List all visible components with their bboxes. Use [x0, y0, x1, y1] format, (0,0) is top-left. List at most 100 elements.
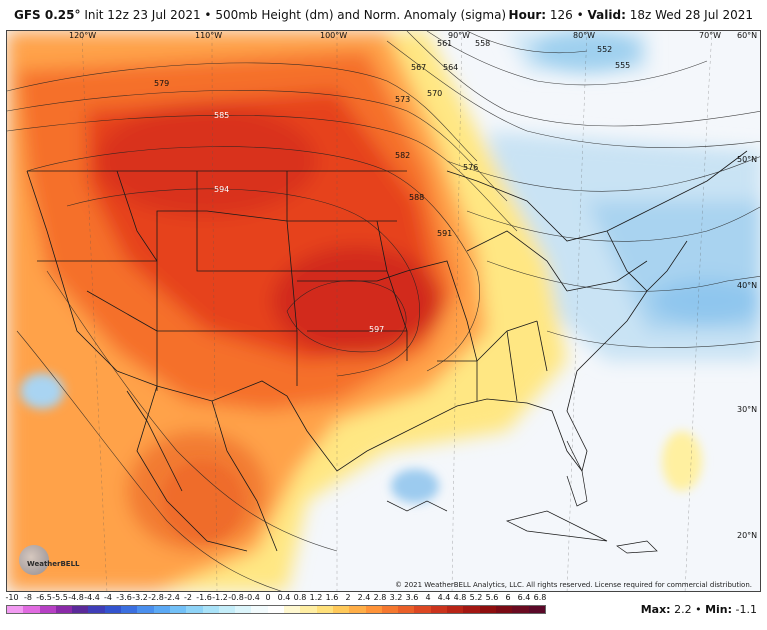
colorbar-tick-labels: -10 -8 -6.5 -5.5 -4.8 -4.4 -4 -3.6 -3.2 -2.8 -2.4-…	[5, 593, 547, 605]
colorbar-cell	[39, 606, 56, 613]
lat-label-60n: 60°N	[737, 31, 758, 40]
colorbar-cell	[447, 606, 464, 613]
colorbar-cell	[218, 606, 236, 613]
colorbar-cell	[528, 606, 545, 613]
colorbar-tick-label: 1.6	[325, 593, 339, 602]
model-name: GFS 0.25°	[14, 8, 81, 22]
weather-map[interactable]: 120°W 110°W 100°W 90°W 80°W 70°W 60°N 50…	[6, 30, 761, 592]
weatherbell-logo: WeatherBELL	[19, 545, 81, 583]
lat-label-40n: 40°N	[737, 281, 758, 290]
run-description: Init 12z 23 Jul 2021 • 500mb Height (dm)…	[84, 8, 507, 22]
chart-title: GFS 0.25° Init 12z 23 Jul 2021 • 500mb H…	[14, 8, 506, 22]
colorbar-cell	[316, 606, 333, 613]
colorbar-cell	[512, 606, 529, 613]
contour-label: 564	[443, 63, 459, 72]
lat-label-20n: 20°N	[737, 531, 758, 540]
colorbar-cell	[398, 606, 415, 613]
copyright-notice: © 2021 WeatherBELL Analytics, LLC. All r…	[395, 581, 752, 589]
colorbar-tick-label: -5.5	[52, 593, 68, 602]
colorbar-tick-label: 2	[345, 593, 351, 602]
colorbar-tick-label: -2.4	[164, 593, 180, 602]
colorbar-cell	[23, 606, 40, 613]
colorbar-tick-label: -4.4	[84, 593, 100, 602]
colorbar-cell	[332, 606, 350, 613]
colorbar-cell	[186, 606, 203, 613]
contour-label: 582	[395, 151, 411, 160]
contour-label: 579	[154, 79, 170, 88]
colorbar-cell	[463, 606, 480, 613]
graticule	[81, 31, 713, 591]
colorbar-tick-label: 0.8	[293, 593, 307, 602]
colorbar-cell	[88, 606, 105, 613]
valid-label: Valid:	[587, 8, 626, 22]
colorbar-tick-label: -4	[104, 593, 112, 602]
colorbar-cell	[479, 606, 496, 613]
contour-label: 585	[214, 111, 230, 120]
contour-label: 576	[463, 163, 479, 172]
max-value: 2.2	[674, 603, 692, 616]
max-min-readout: Max: 2.2 • Min: -1.1	[640, 603, 757, 616]
contour-label: 561	[437, 39, 453, 48]
valid-time: Hour: 126 • Valid: 18z Wed 28 Jul 2021	[508, 8, 753, 22]
colorbar-tick-label: -2.8	[148, 593, 164, 602]
contour-label: 573	[395, 95, 411, 104]
lon-label-110w: 110°W	[195, 31, 223, 40]
lon-label-100w: 100°W	[320, 31, 348, 40]
contour-label: 552	[597, 45, 613, 54]
coastline-details	[386, 440, 658, 554]
contour-label: 555	[615, 61, 631, 70]
colorbar-tick-label: -3.2	[132, 593, 148, 602]
colorbar-cell	[267, 606, 285, 613]
colorbar-tick-label: -0.8	[228, 593, 244, 602]
colorbar-tick-label: -3.6	[116, 593, 132, 602]
colorbar-cell	[137, 606, 154, 613]
colorbar-tick-label: 2.4	[357, 593, 371, 602]
colorbar-tick-label: 3.6	[405, 593, 419, 602]
colorbar-cell	[430, 606, 448, 613]
lon-label-80w: 80°W	[573, 31, 596, 40]
height-contours	[7, 31, 760, 591]
colorbar-tick-label: -1.2	[212, 593, 228, 602]
colorbar-tick-label: 1.2	[309, 593, 323, 602]
anomaly-colorbar: -10 -8 -6.5 -5.5 -4.8 -4.4 -4 -3.6 -3.2 -2.8 -2.4-…	[5, 593, 547, 629]
lon-label-120w: 120°W	[69, 31, 97, 40]
colorbar-scale	[6, 605, 546, 614]
max-label: Max:	[640, 603, 671, 616]
political-borders	[26, 150, 748, 552]
colorbar-tick-label: 4.8	[453, 593, 467, 602]
colorbar-cell	[72, 606, 89, 613]
colorbar-cell	[7, 606, 24, 613]
colorbar-tick-label: 3.2	[389, 593, 403, 602]
colorbar-tick-label: 6.8	[533, 593, 547, 602]
colorbar-tick-label: -2	[184, 593, 192, 602]
logo-emblem	[19, 545, 49, 575]
colorbar-cell	[284, 606, 301, 613]
min-value: -1.1	[735, 603, 757, 616]
colorbar-cell	[349, 606, 366, 613]
colorbar-tick-label: -1.6	[196, 593, 212, 602]
colorbar-tick-label: 4	[425, 593, 431, 602]
colorbar-cell	[495, 606, 513, 613]
lat-label-50n: 50°N	[737, 155, 758, 164]
colorbar-tick-label: 5.2	[469, 593, 483, 602]
map-canvas	[7, 31, 760, 591]
contour-label: 588	[409, 193, 425, 202]
logo-text: WeatherBELL	[27, 560, 80, 568]
min-label: Min:	[705, 603, 733, 616]
colorbar-cell	[251, 606, 268, 613]
colorbar-tick-label: 5.6	[485, 593, 499, 602]
colorbar-cell	[153, 606, 170, 613]
hour-value: 126	[549, 8, 573, 22]
colorbar-tick-label: -6.5	[36, 593, 52, 602]
lat-label-30n: 30°N	[737, 405, 758, 414]
lon-label-90w: 90°W	[448, 31, 471, 40]
lon-label-70w: 70°W	[699, 31, 722, 40]
colorbar-cell	[55, 606, 73, 613]
colorbar-tick-label: 4.4	[437, 593, 451, 602]
colorbar-tick-label: -4.8	[68, 593, 84, 602]
colorbar-tick-label: 0	[265, 593, 271, 602]
colorbar-cell	[121, 606, 138, 613]
colorbar-tick-label: -10	[5, 593, 19, 602]
contour-label: 567	[411, 63, 427, 72]
contour-label: 594	[214, 185, 230, 194]
